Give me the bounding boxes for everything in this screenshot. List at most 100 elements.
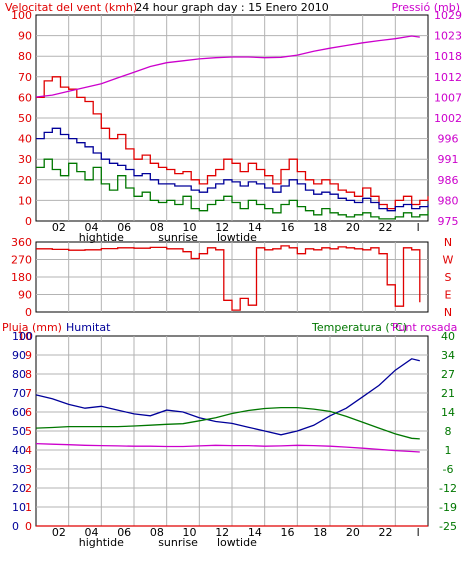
y-tick-label: 360 [11,236,32,249]
y-tick-label: 8 [25,368,32,381]
y-tick-label: 20 [18,174,32,187]
y-tick-label: 4 [25,444,32,457]
event-label: lowtide [217,231,257,244]
y-tick-label: 100 [11,9,32,22]
y2-tick-label: 996 [438,133,459,146]
y2-tick-label: 1023 [434,30,462,43]
dewpoint-axis-title: Punt rosada [392,321,457,334]
y2-tick-label: E [445,289,452,302]
series-line-min [36,158,429,220]
y-tick-label: 6 [25,406,32,419]
series-line-pressure [35,35,420,98]
x-tick-label: 16 [281,221,295,234]
humidity-tick-label: 60 [12,406,26,419]
x-tick-label: 12 [215,526,229,539]
pressure-axis-title: Pressió (mb) [391,1,460,14]
y-tick-label: 90 [18,30,32,43]
x-tick-label: 06 [117,221,131,234]
humidity-tick-label: 90 [12,349,26,362]
x-tick-label: 16 [281,526,295,539]
x-tick-label: 22 [379,526,393,539]
y-tick-label: 1 [25,501,32,514]
y-tick-label: 50 [18,112,32,125]
y2-tick-label: -6 [443,463,454,476]
y2-tick-label: 1002 [434,112,462,125]
series-line-humidity [35,358,420,436]
x-tick-label: 12 [215,221,229,234]
y-tick-label: 0 [25,520,32,533]
x-tick-label: 04 [85,526,99,539]
y2-tick-label: 1012 [434,71,462,84]
event-label: sunrise [158,536,198,549]
y-tick-label: 3 [25,463,32,476]
x-tick-label: 20 [346,221,360,234]
y2-tick-label: 40 [441,330,455,343]
event-label: lowtide [217,536,257,549]
humidity-tick-label: 0 [12,520,19,533]
x-tick-label: l [417,526,420,539]
y-tick-label: 9 [25,349,32,362]
y2-tick-label: 1029 [434,9,462,22]
y2-tick-label: N [444,306,452,319]
y-tick-label: 30 [18,153,32,166]
humidity-tick-label: 80 [12,368,26,381]
series-line-average [36,127,429,212]
y2-tick-label: 14 [441,406,455,419]
y2-tick-label: 986 [438,174,459,187]
humidity-tick-label: 70 [12,387,26,400]
x-tick-label: 08 [150,526,164,539]
humidity-tick-label: 100 [12,330,33,343]
y-tick-label: 60 [18,91,32,104]
chart-title: 24 hour graph day : 15 Enero 2010 [135,1,329,14]
x-tick-label: 18 [313,526,327,539]
y2-tick-label: -25 [439,520,457,533]
y-tick-label: 70 [18,71,32,84]
x-tick-label: 14 [248,526,262,539]
y2-tick-label: 980 [438,194,459,207]
x-tick-label: 06 [117,526,131,539]
y2-tick-label: W [443,254,454,267]
y-tick-label: 40 [18,133,32,146]
y-tick-label: 10 [18,330,32,343]
y2-tick-label: N [444,236,452,249]
humidity-tick-label: 30 [12,463,26,476]
y-tick-label: 7 [25,387,32,400]
humidity-tick-label: 10 [12,501,26,514]
y2-tick-label: 1007 [434,91,462,104]
y2-tick-label: S [445,271,452,284]
temperature-axis-title: Temperatura (°C) [311,321,407,334]
y2-tick-label: 991 [438,153,459,166]
x-tick-label: l [417,221,420,234]
y2-tick-label: -19 [439,501,457,514]
event-label: hightide [79,231,124,244]
y2-tick-label: 1 [445,444,452,457]
y-tick-label: 2 [25,482,32,495]
x-tick-label: 22 [379,221,393,234]
x-tick-label: 10 [183,221,197,234]
event-label: hightide [79,536,124,549]
humidity-tick-label: 50 [12,425,26,438]
x-tick-label: 02 [52,221,66,234]
series-line-temperature [35,406,420,440]
rain-axis-title: Pluja (mm) [2,321,62,334]
y-tick-label: 0 [25,306,32,319]
y2-tick-label: 21 [441,387,455,400]
humidity-tick-label: 20 [12,482,26,495]
y2-tick-label: -12 [439,482,457,495]
x-tick-label: 02 [52,526,66,539]
series-line-direction [36,245,421,311]
y-tick-label: 5 [25,425,32,438]
y-tick-label: 10 [18,194,32,207]
humidity-axis-title: Humitat [66,321,111,334]
y-tick-label: 90 [18,289,32,302]
event-label: sunrise [158,231,198,244]
y2-tick-label: 975 [438,215,459,228]
series-line-dewpoint [35,442,420,453]
y-tick-label: 180 [11,271,32,284]
series-line-gust [36,76,429,210]
x-tick-label: 18 [313,221,327,234]
x-tick-label: 08 [150,221,164,234]
x-tick-label: 14 [248,221,262,234]
